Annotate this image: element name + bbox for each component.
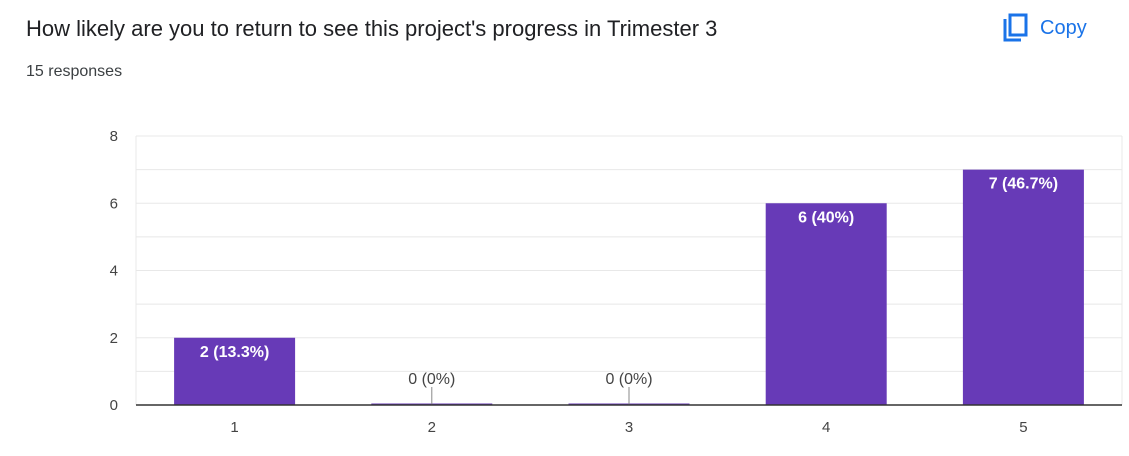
bar	[765, 203, 887, 405]
bar	[174, 337, 296, 405]
x-tick-label: 5	[1019, 419, 1027, 436]
data-label: 6 (40%)	[798, 209, 854, 226]
copy-icon	[1002, 13, 1028, 43]
response-count: 15 responses	[26, 63, 123, 80]
x-tick-label: 2	[428, 419, 436, 436]
x-tick-label: 3	[625, 419, 633, 436]
y-tick-label: 8	[110, 128, 118, 145]
y-tick-label: 4	[110, 263, 118, 280]
data-label: 2 (13.3%)	[200, 344, 269, 361]
data-label: 0 (0%)	[408, 371, 455, 388]
copy-button-label: Copy	[1040, 16, 1087, 39]
data-label: 7 (46.7%)	[989, 176, 1058, 193]
y-tick-label: 0	[110, 397, 118, 414]
y-tick-label: 6	[110, 195, 118, 212]
chart-title: How likely are you to return to see this…	[26, 16, 718, 41]
y-tick-label: 2	[110, 330, 118, 347]
copy-button[interactable]: Copy	[996, 8, 1112, 48]
x-tick-label: 1	[230, 419, 238, 436]
data-label: 0 (0%)	[605, 371, 652, 388]
bar	[962, 169, 1084, 405]
x-tick-label: 4	[822, 419, 830, 436]
